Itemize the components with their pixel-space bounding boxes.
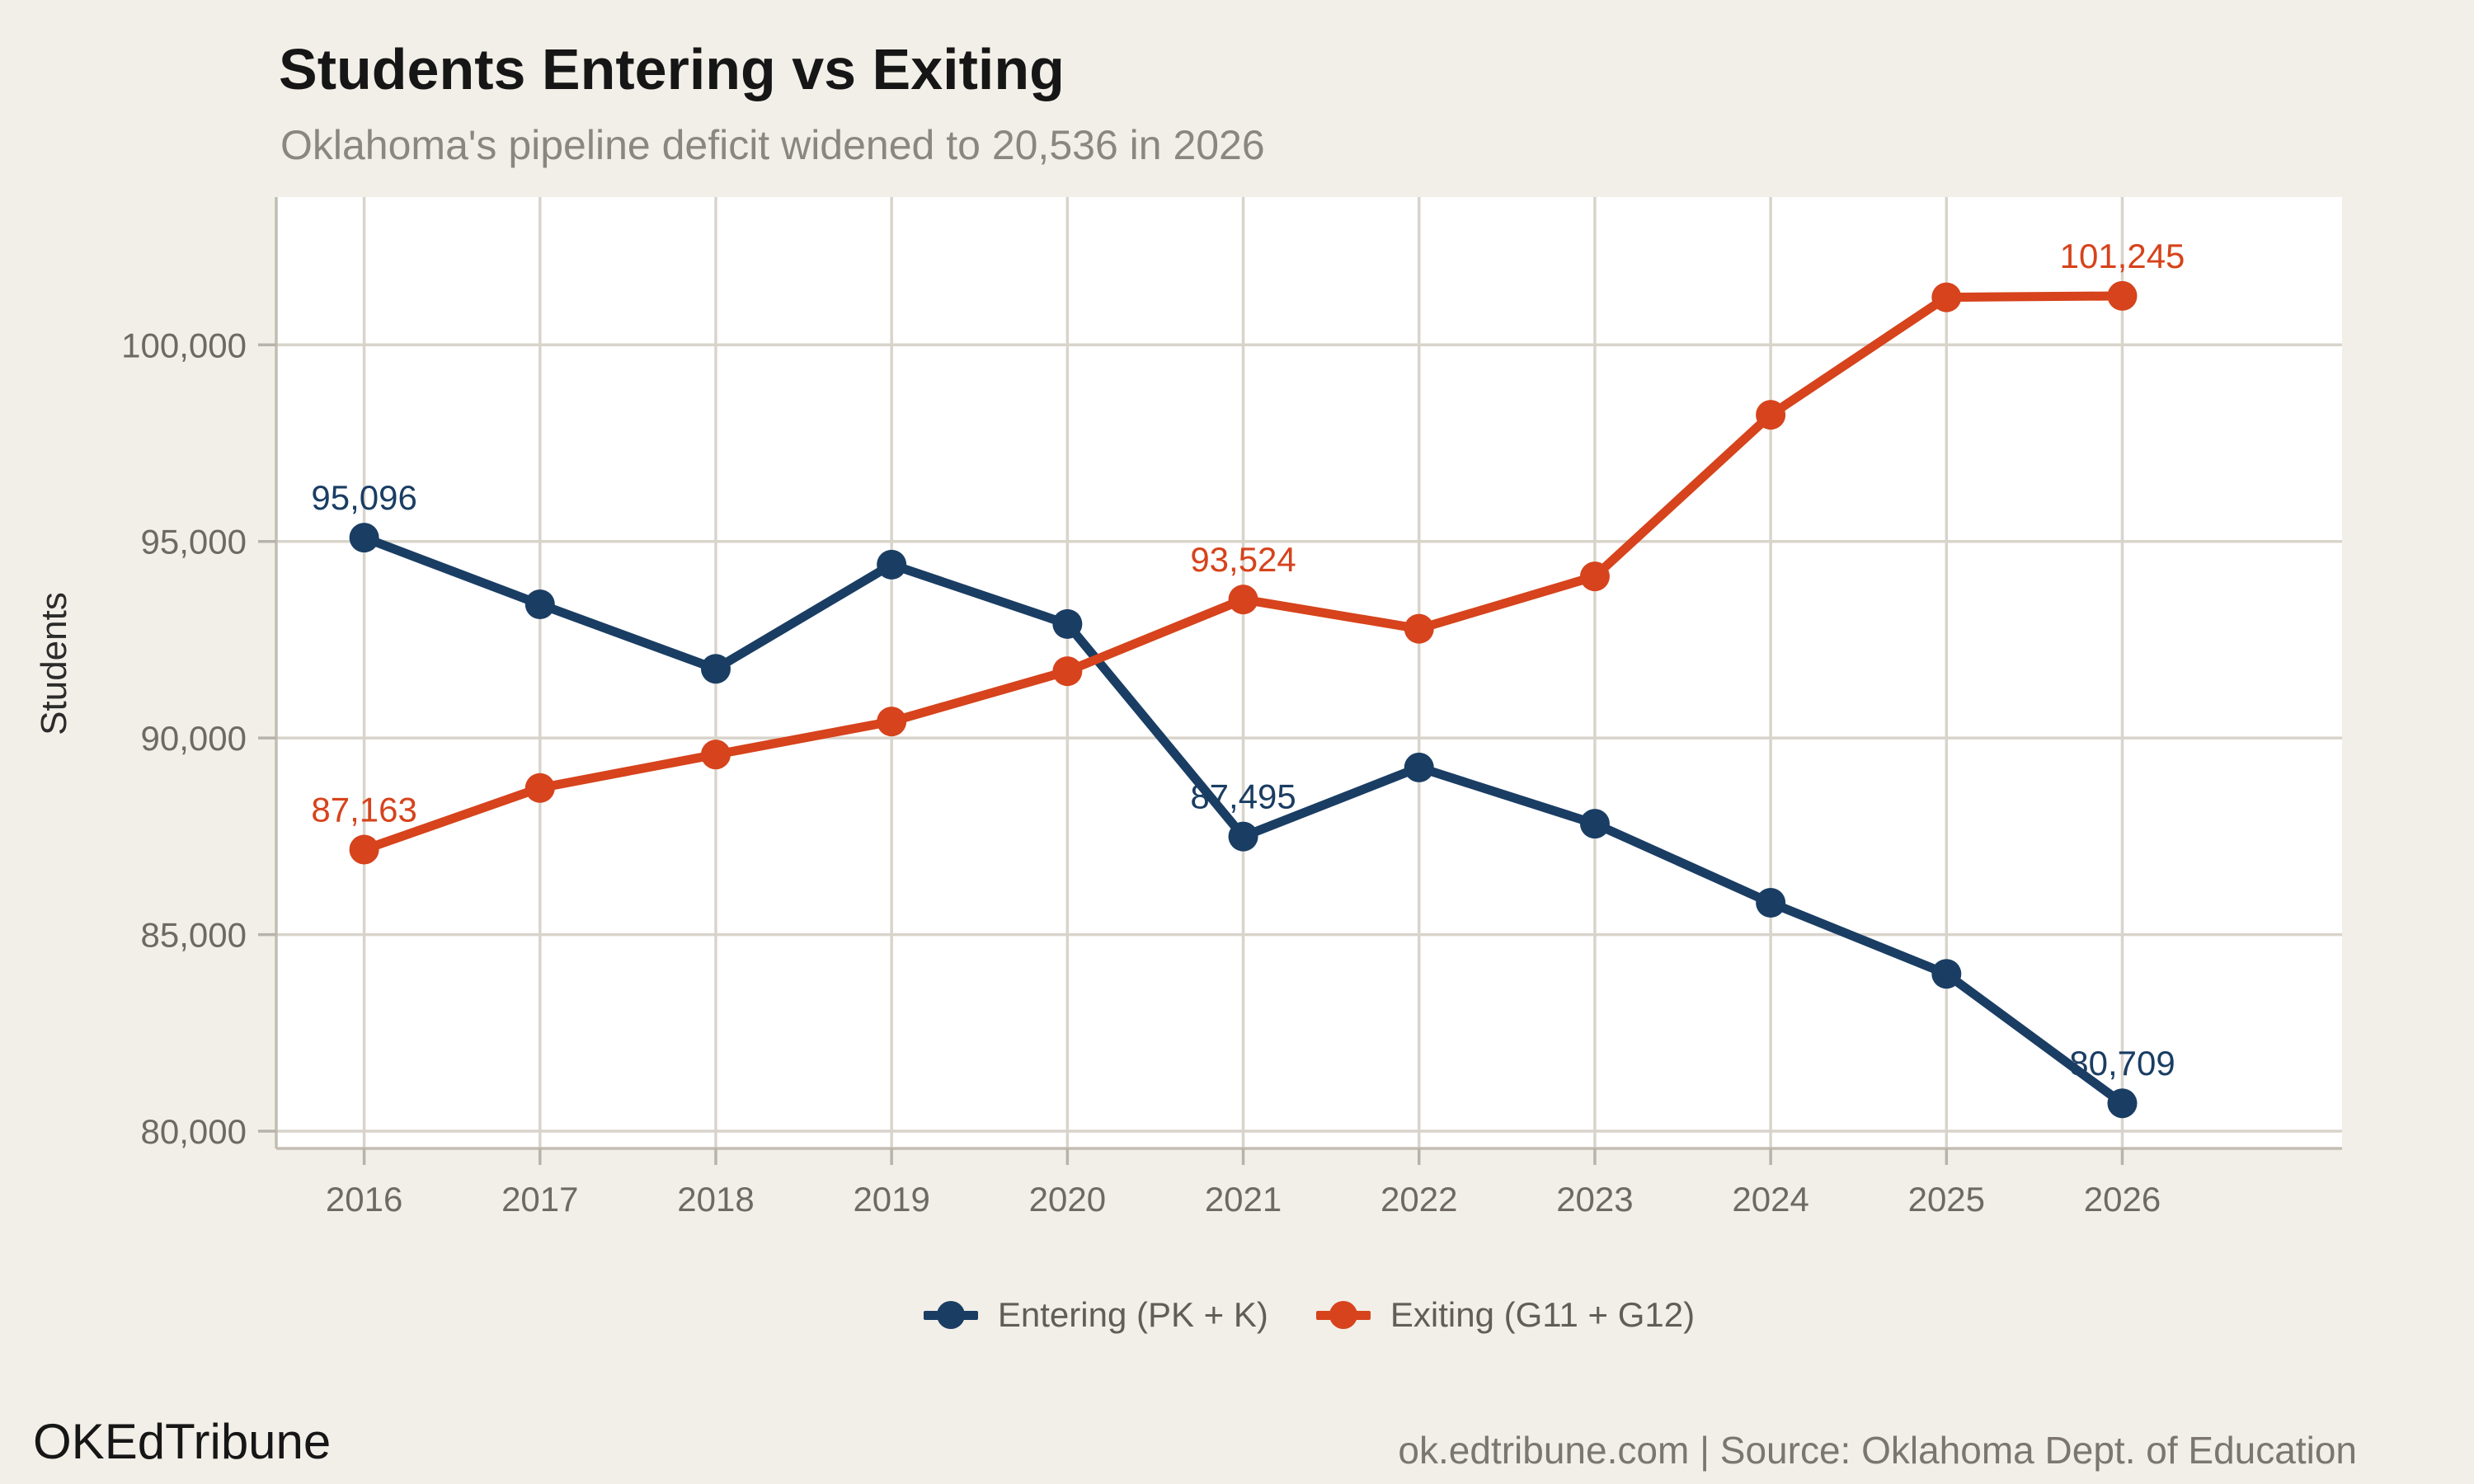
y-tick-label: 90,000: [141, 719, 247, 758]
data-point: [2107, 1088, 2138, 1119]
x-tick-label: 2021: [1205, 1180, 1282, 1219]
data-point-label: 87,163: [311, 790, 416, 829]
x-tick-label: 2022: [1380, 1180, 1457, 1219]
data-point-label: 80,709: [2069, 1044, 2175, 1082]
data-point-label: 87,495: [1190, 777, 1296, 816]
x-tick-label: 2023: [1556, 1180, 1633, 1219]
x-tick-label: 2026: [2084, 1180, 2161, 1219]
data-point: [877, 707, 907, 737]
x-tick-labels: 2016 2017 2018 2019 2020 2021 2022 2023 2024 2025…: [326, 1180, 2161, 1219]
series-entering-pk-k: 95,096 87,495 80,709: [311, 478, 2175, 1119]
x-tick-label: 2016: [326, 1180, 402, 1219]
y-tick-label: 80,000: [141, 1112, 247, 1151]
x-tick-label: 2024: [1732, 1180, 1808, 1219]
data-point-label: 95,096: [311, 478, 416, 517]
x-tick-label: 2019: [853, 1180, 929, 1219]
y-axis-title: Students: [34, 592, 74, 735]
data-point: [524, 773, 555, 803]
data-point-label: 93,524: [1190, 540, 1296, 579]
tick-marks: [258, 343, 2124, 1165]
legend-marker-dot: [1329, 1301, 1357, 1329]
data-point: [1579, 561, 1610, 592]
data-point: [700, 654, 731, 684]
legend-label: Entering (PK + K): [997, 1295, 1268, 1334]
chart-title: Students Entering vs Exiting: [279, 37, 1065, 101]
legend-label: Exiting (G11 + G12): [1390, 1295, 1696, 1334]
data-point: [1756, 400, 1786, 430]
source-attribution: ok.edtribune.com | Source: Oklahoma Dept…: [1398, 1429, 2357, 1472]
legend-marker-dot: [936, 1301, 965, 1329]
legend-item-entering-pk-k: Entering (PK + K): [923, 1284, 1268, 1346]
data-point: [1579, 809, 1610, 839]
data-point: [1228, 585, 1258, 615]
data-point: [524, 589, 555, 620]
data-point: [877, 549, 907, 580]
data-point: [1228, 821, 1258, 852]
legend-line-point-marker: [1315, 1284, 1371, 1346]
data-point-label: 101,245: [2060, 237, 2185, 275]
legend: Entering (PK + K) Exiting (G11 + G12): [276, 1280, 2342, 1350]
data-point: [1052, 608, 1083, 639]
data-point: [1404, 613, 1434, 644]
data-point: [700, 740, 731, 770]
x-tick-label: 2018: [677, 1180, 754, 1219]
data-point: [1404, 752, 1434, 782]
x-tick-label: 2025: [1908, 1180, 1985, 1219]
data-point: [1756, 887, 1786, 918]
x-tick-label: 2017: [501, 1180, 578, 1219]
axis-lines: [275, 197, 2342, 1150]
y-tick-label: 85,000: [141, 916, 247, 955]
data-point: [2107, 280, 2138, 311]
data-point: [349, 834, 379, 865]
chart-subtitle: Oklahoma's pipeline deficit widened to 2…: [280, 122, 1265, 168]
plot-panel: 80,000 85,000 90,000 95,000 100,000 2016 2017 2…: [121, 197, 2342, 1219]
gridlines: [276, 197, 2342, 1148]
y-tick-label: 95,000: [141, 523, 247, 561]
y-tick-label: 100,000: [121, 326, 247, 364]
series-exiting-g11-g12: 87,163 93,524 101,245: [311, 237, 2185, 865]
data-point: [1931, 282, 1962, 312]
data-point: [349, 523, 379, 553]
legend-line-point-marker: [923, 1284, 978, 1346]
y-tick-labels: 80,000 85,000 90,000 95,000 100,000: [121, 326, 247, 1151]
x-tick-label: 2020: [1029, 1180, 1106, 1219]
data-point: [1052, 656, 1083, 687]
brand-text: OKEdTribune: [33, 1414, 332, 1469]
data-point: [1931, 959, 1962, 989]
legend-item-exiting-g11-g12: Exiting (G11 + G12): [1315, 1284, 1696, 1346]
